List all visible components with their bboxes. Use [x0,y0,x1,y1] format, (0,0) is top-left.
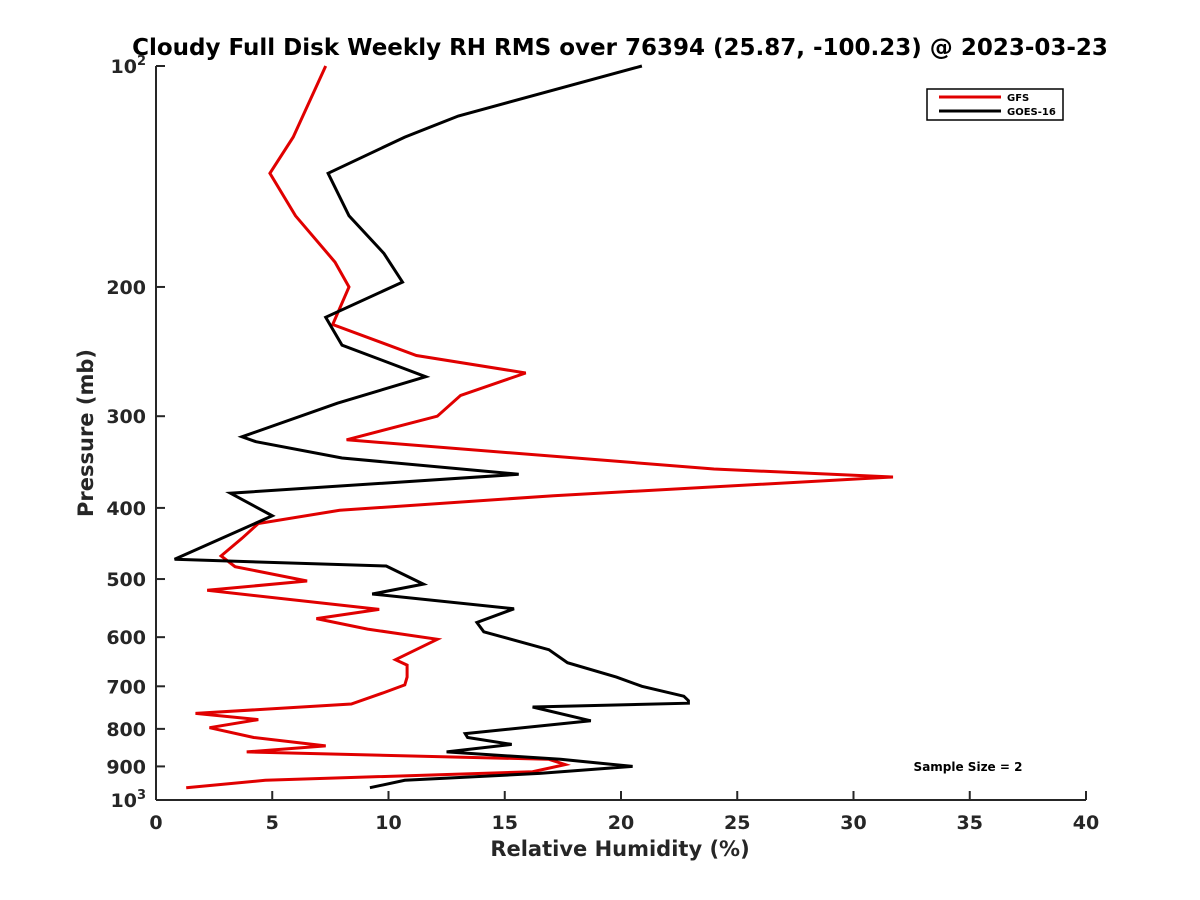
y-tick-label: 600 [106,627,146,649]
legend-label: GFS [1007,93,1029,104]
y-tick-label: 103 [111,788,147,812]
x-tick-label: 30 [840,812,866,834]
x-tick-label: 25 [724,812,750,834]
y-tick-label: 102 [111,54,147,78]
series-line-goes-16 [173,64,690,790]
x-axis-label: Relative Humidity (%) [490,837,749,861]
y-tick-label: 200 [106,277,146,299]
x-tick-label: 15 [492,812,518,834]
legend: GFS GOES-16 [926,88,1064,121]
y-tick-label: 900 [106,756,146,778]
y-tick-label: 800 [106,719,146,741]
y-tick-label: 300 [106,406,146,428]
axes: 0 5 10 15 20 25 30 35 40 102 200 300 400 500 600 700 800… [106,54,1099,834]
y-tick-label: 500 [106,569,146,591]
legend-box [926,88,1064,121]
x-tick-label: 20 [608,812,634,834]
chart-title: Cloudy Full Disk Weekly RH RMS over 7639… [132,35,1108,61]
sample-size-annotation: Sample Size = 2 [914,760,1023,774]
x-tick-label: 10 [375,812,401,834]
y-tick-label: 400 [106,498,146,520]
x-tick-label: 40 [1073,812,1099,834]
plot-area [173,64,894,790]
x-tick-label: 5 [266,812,279,834]
legend-label: GOES-16 [1007,107,1056,118]
y-axis-label: Pressure (mb) [74,349,98,517]
x-tick-label: 35 [957,812,983,834]
x-tick-label: 0 [149,812,162,834]
series-line-gfs [186,65,894,790]
y-tick-label: 700 [106,676,146,698]
